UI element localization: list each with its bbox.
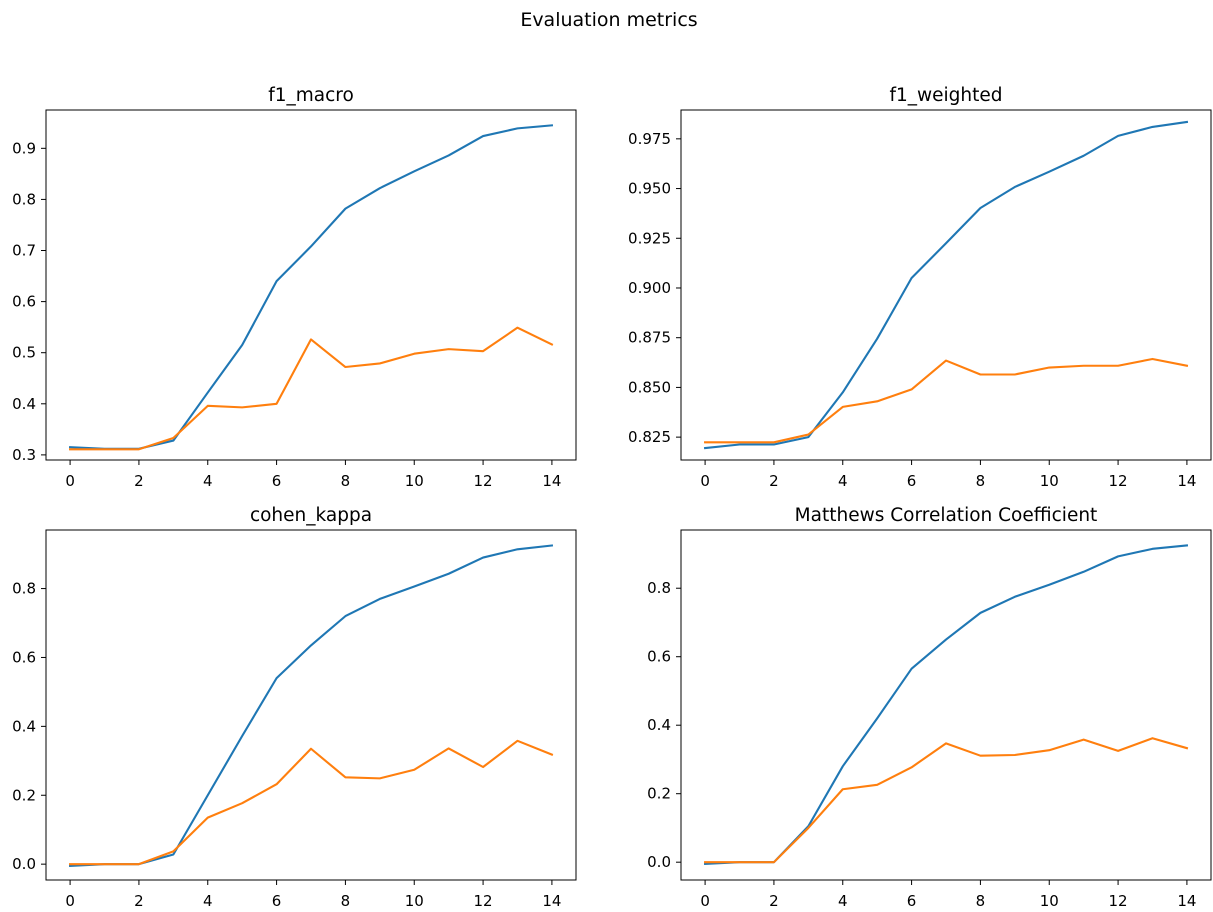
cohen-kappa-title: cohen_kappa xyxy=(250,505,372,526)
f1-macro-series-1-line xyxy=(68,124,554,450)
cohen-kappa-axes-frame xyxy=(45,529,577,881)
mcc-axes-frame xyxy=(680,529,1212,881)
f1-macro-ytick-label: 0.5 xyxy=(12,344,36,362)
f1-macro-axes-frame xyxy=(45,109,577,461)
mcc-series-1-line xyxy=(703,544,1189,866)
cohen-kappa-ytick-label: 0.4 xyxy=(12,717,36,735)
cohen-kappa-xtick-label: 6 xyxy=(272,892,282,910)
mcc-xtick-label: 10 xyxy=(1040,892,1059,910)
f1-macro-title: f1_macro xyxy=(268,85,354,106)
cohen-kappa-xtick-label: 14 xyxy=(542,892,561,910)
f1-macro-xtick-label: 8 xyxy=(341,472,351,490)
cohen-kappa-ytick-label: 0.6 xyxy=(12,648,36,666)
cohen-kappa-series-2-line xyxy=(69,739,554,866)
f1-weighted-xtick-label: 0 xyxy=(700,472,710,490)
f1-weighted-ytick-label: 0.875 xyxy=(628,329,671,347)
mcc-ytick-label: 0.6 xyxy=(647,648,671,666)
f1-weighted-xtick-label: 6 xyxy=(907,472,917,490)
f1-weighted-series-1-line xyxy=(703,120,1189,450)
mcc-xtick-label: 14 xyxy=(1177,892,1196,910)
f1-weighted-xtick-label: 10 xyxy=(1040,472,1059,490)
f1-macro-panel: f1_macro 0 2 4 6 8 10 12 14 0.3 0.4 0.5 0.6 0.7 0.8 0.9 xyxy=(12,85,577,490)
cohen-kappa-panel: cohen_kappa 0 2 4 6 8 10 12 14 0.0 0.2 0.4 0.6 0.8 xyxy=(12,505,577,910)
cohen-kappa-xtick-label: 8 xyxy=(341,892,351,910)
f1-weighted-axes-frame xyxy=(680,109,1212,461)
f1-weighted-title: f1_weighted xyxy=(889,85,1002,106)
mcc-ytick-label: 0.8 xyxy=(647,579,671,597)
f1-weighted-ytick-label: 0.825 xyxy=(628,428,671,446)
figure-title: Evaluation metrics xyxy=(520,9,697,31)
f1-macro-ytick-label: 0.7 xyxy=(12,242,36,260)
f1-weighted-ytick-label: 0.900 xyxy=(628,279,671,297)
mcc-xtick-label: 12 xyxy=(1109,892,1128,910)
mcc-xtick-label: 6 xyxy=(907,892,917,910)
f1-weighted-ytick-label: 0.950 xyxy=(628,180,671,198)
mcc-ytick-label: 0.0 xyxy=(647,853,671,871)
f1-weighted-xtick-label: 12 xyxy=(1109,472,1128,490)
cohen-kappa-series-1-line xyxy=(68,544,554,867)
mcc-xtick-label: 4 xyxy=(838,892,848,910)
f1-macro-xtick-label: 6 xyxy=(272,472,282,490)
f1-macro-ytick-label: 0.3 xyxy=(12,446,36,464)
mcc-ytick-label: 0.2 xyxy=(647,785,671,803)
mcc-series-2-line xyxy=(704,737,1189,864)
f1-weighted-xtick-label: 4 xyxy=(838,472,848,490)
f1-macro-xtick-label: 10 xyxy=(405,472,424,490)
f1-macro-ytick-label: 0.9 xyxy=(12,139,36,157)
mcc-xtick-label: 0 xyxy=(700,892,710,910)
f1-macro-xtick-label: 4 xyxy=(203,472,213,490)
mcc-xtick-label: 8 xyxy=(976,892,986,910)
cohen-kappa-ytick-label: 0.2 xyxy=(12,786,36,804)
f1-weighted-xtick-label: 14 xyxy=(1177,472,1196,490)
f1-weighted-xtick-label: 2 xyxy=(769,472,779,490)
mcc-ytick-label: 0.4 xyxy=(647,716,671,734)
cohen-kappa-xtick-label: 4 xyxy=(203,892,213,910)
f1-weighted-ytick-label: 0.850 xyxy=(628,378,671,396)
f1-macro-xtick-label: 0 xyxy=(65,472,75,490)
cohen-kappa-xtick-label: 2 xyxy=(134,892,144,910)
f1-macro-xtick-label: 12 xyxy=(474,472,493,490)
cohen-kappa-xtick-label: 12 xyxy=(474,892,493,910)
f1-macro-ytick-label: 0.8 xyxy=(12,190,36,208)
cohen-kappa-xtick-label: 0 xyxy=(65,892,75,910)
f1-weighted-ytick-label: 0.975 xyxy=(628,130,671,148)
f1-weighted-ytick-label: 0.925 xyxy=(628,229,671,247)
f1-macro-series-2-line xyxy=(69,326,554,451)
f1-macro-ytick-label: 0.4 xyxy=(12,395,36,413)
cohen-kappa-ytick-label: 0.0 xyxy=(12,855,36,873)
f1-weighted-xtick-label: 8 xyxy=(976,472,986,490)
f1-macro-ytick-label: 0.6 xyxy=(12,293,36,311)
cohen-kappa-xtick-label: 10 xyxy=(405,892,424,910)
cohen-kappa-ytick-label: 0.8 xyxy=(12,580,36,598)
mcc-xtick-label: 2 xyxy=(769,892,779,910)
f1-macro-xtick-label: 14 xyxy=(542,472,561,490)
f1-weighted-panel: f1_weighted 0 2 4 6 8 10 12 14 0.825 0.850 0.875 0.9… xyxy=(628,85,1212,490)
f1-weighted-series-2-line xyxy=(704,357,1189,444)
mcc-title: Matthews Correlation Coefficient xyxy=(795,505,1098,526)
mcc-panel: Matthews Correlation Coefficient 0 2 4 6 8 10 1… xyxy=(647,505,1212,910)
f1-macro-xtick-label: 2 xyxy=(134,472,144,490)
